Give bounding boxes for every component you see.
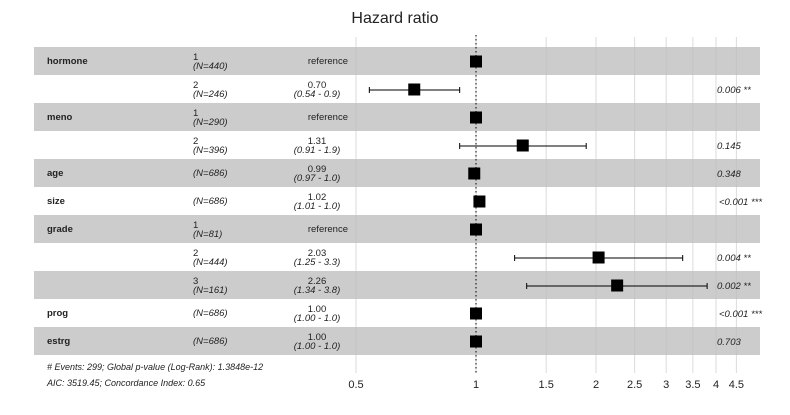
x-tick-label: 1.5 (539, 379, 554, 391)
p-value-label: 0.002 ** (717, 281, 751, 292)
hr-marker (516, 139, 529, 152)
ci-label: (1.00 - 1.0) (294, 341, 340, 352)
x-tick-label: 0.5 (348, 379, 363, 391)
p-value-label: 0.006 ** (717, 85, 751, 96)
estimate-label: reference (308, 224, 348, 235)
n-label: (N=81) (193, 229, 222, 240)
x-tick-label: 3.5 (685, 379, 700, 391)
p-value-label: 0.348 (717, 169, 741, 180)
p-value-label: <0.001 *** (719, 197, 762, 208)
ci-label: (1.25 - 3.3) (294, 257, 340, 268)
level-label: 2 (193, 248, 198, 259)
variable-label: estrg (47, 336, 70, 347)
hr-marker (470, 111, 482, 124)
level-label: 2 (193, 136, 198, 147)
x-tick-label: 2.5 (627, 379, 642, 391)
ci-label: (1.00 - 1.0) (294, 313, 340, 324)
hr-marker (470, 307, 482, 320)
variable-label: size (47, 196, 65, 207)
footnote-events: # Events: 299; Global p-value (Log-Rank)… (47, 362, 263, 372)
variable-label: age (47, 168, 63, 179)
estimate-label: 1.00 (308, 332, 327, 343)
p-value-label: <0.001 *** (719, 309, 762, 320)
variable-label: prog (47, 308, 68, 319)
hr-marker (468, 167, 481, 180)
row-band (34, 47, 760, 75)
hr-marker (611, 279, 624, 292)
n-label: (N=396) (193, 145, 228, 156)
hr-marker (470, 55, 482, 68)
variable-label: hormone (47, 56, 88, 67)
ci-label: (0.91 - 1.9) (294, 145, 340, 156)
hr-marker (470, 335, 482, 348)
estimate-label: 1.00 (308, 304, 327, 315)
estimate-label: 1.02 (308, 192, 327, 203)
x-tick-label: 2 (593, 379, 599, 391)
n-label: (N=440) (193, 61, 228, 72)
p-value-label: 0.703 (717, 337, 741, 348)
p-value-label: 0.004 ** (717, 253, 751, 264)
ci-label: (0.54 - 0.9) (294, 89, 340, 100)
n-label: (N=246) (193, 89, 228, 100)
level-label: 2 (193, 80, 198, 91)
x-tick-label: 4.5 (729, 379, 744, 391)
row-band (34, 159, 760, 187)
n-label: (N=686) (193, 336, 228, 347)
estimate-label: 1.31 (308, 136, 327, 147)
ci-label: (1.01 - 1.0) (294, 201, 340, 212)
variable-label: grade (47, 224, 73, 235)
row-band (34, 215, 760, 243)
estimate-label: reference (308, 56, 348, 67)
estimate-label: 2.26 (308, 276, 327, 287)
x-tick-label: 1 (473, 379, 479, 391)
level-label: 1 (193, 108, 198, 119)
row-band (34, 103, 760, 131)
n-label: (N=686) (193, 168, 228, 179)
level-label: 1 (193, 220, 198, 231)
ci-label: (0.97 - 1.0) (294, 173, 340, 184)
variable-label: meno (47, 112, 73, 123)
estimate-label: reference (308, 112, 348, 123)
ci-label: (1.34 - 3.8) (294, 285, 340, 296)
n-label: (N=444) (193, 257, 228, 268)
level-label: 1 (193, 52, 198, 63)
hr-marker (408, 83, 421, 96)
estimate-label: 0.99 (308, 164, 327, 175)
x-tick-label: 3 (663, 379, 669, 391)
footnote-aic: AIC: 3519.45; Concordance Index: 0.65 (46, 378, 206, 388)
p-value-label: 0.145 (717, 141, 741, 152)
hr-marker (470, 223, 482, 236)
x-tick-label: 4 (713, 379, 719, 391)
hr-marker (473, 195, 486, 208)
level-label: 3 (193, 276, 198, 287)
row-band (34, 327, 760, 355)
n-label: (N=686) (193, 308, 228, 319)
estimate-label: 0.70 (308, 80, 327, 91)
n-label: (N=686) (193, 196, 228, 207)
n-label: (N=161) (193, 285, 228, 296)
chart-title: Hazard ratio (351, 10, 438, 27)
n-label: (N=290) (193, 117, 228, 128)
row-band (34, 271, 760, 299)
estimate-label: 2.03 (308, 248, 327, 259)
hr-marker (592, 251, 605, 264)
